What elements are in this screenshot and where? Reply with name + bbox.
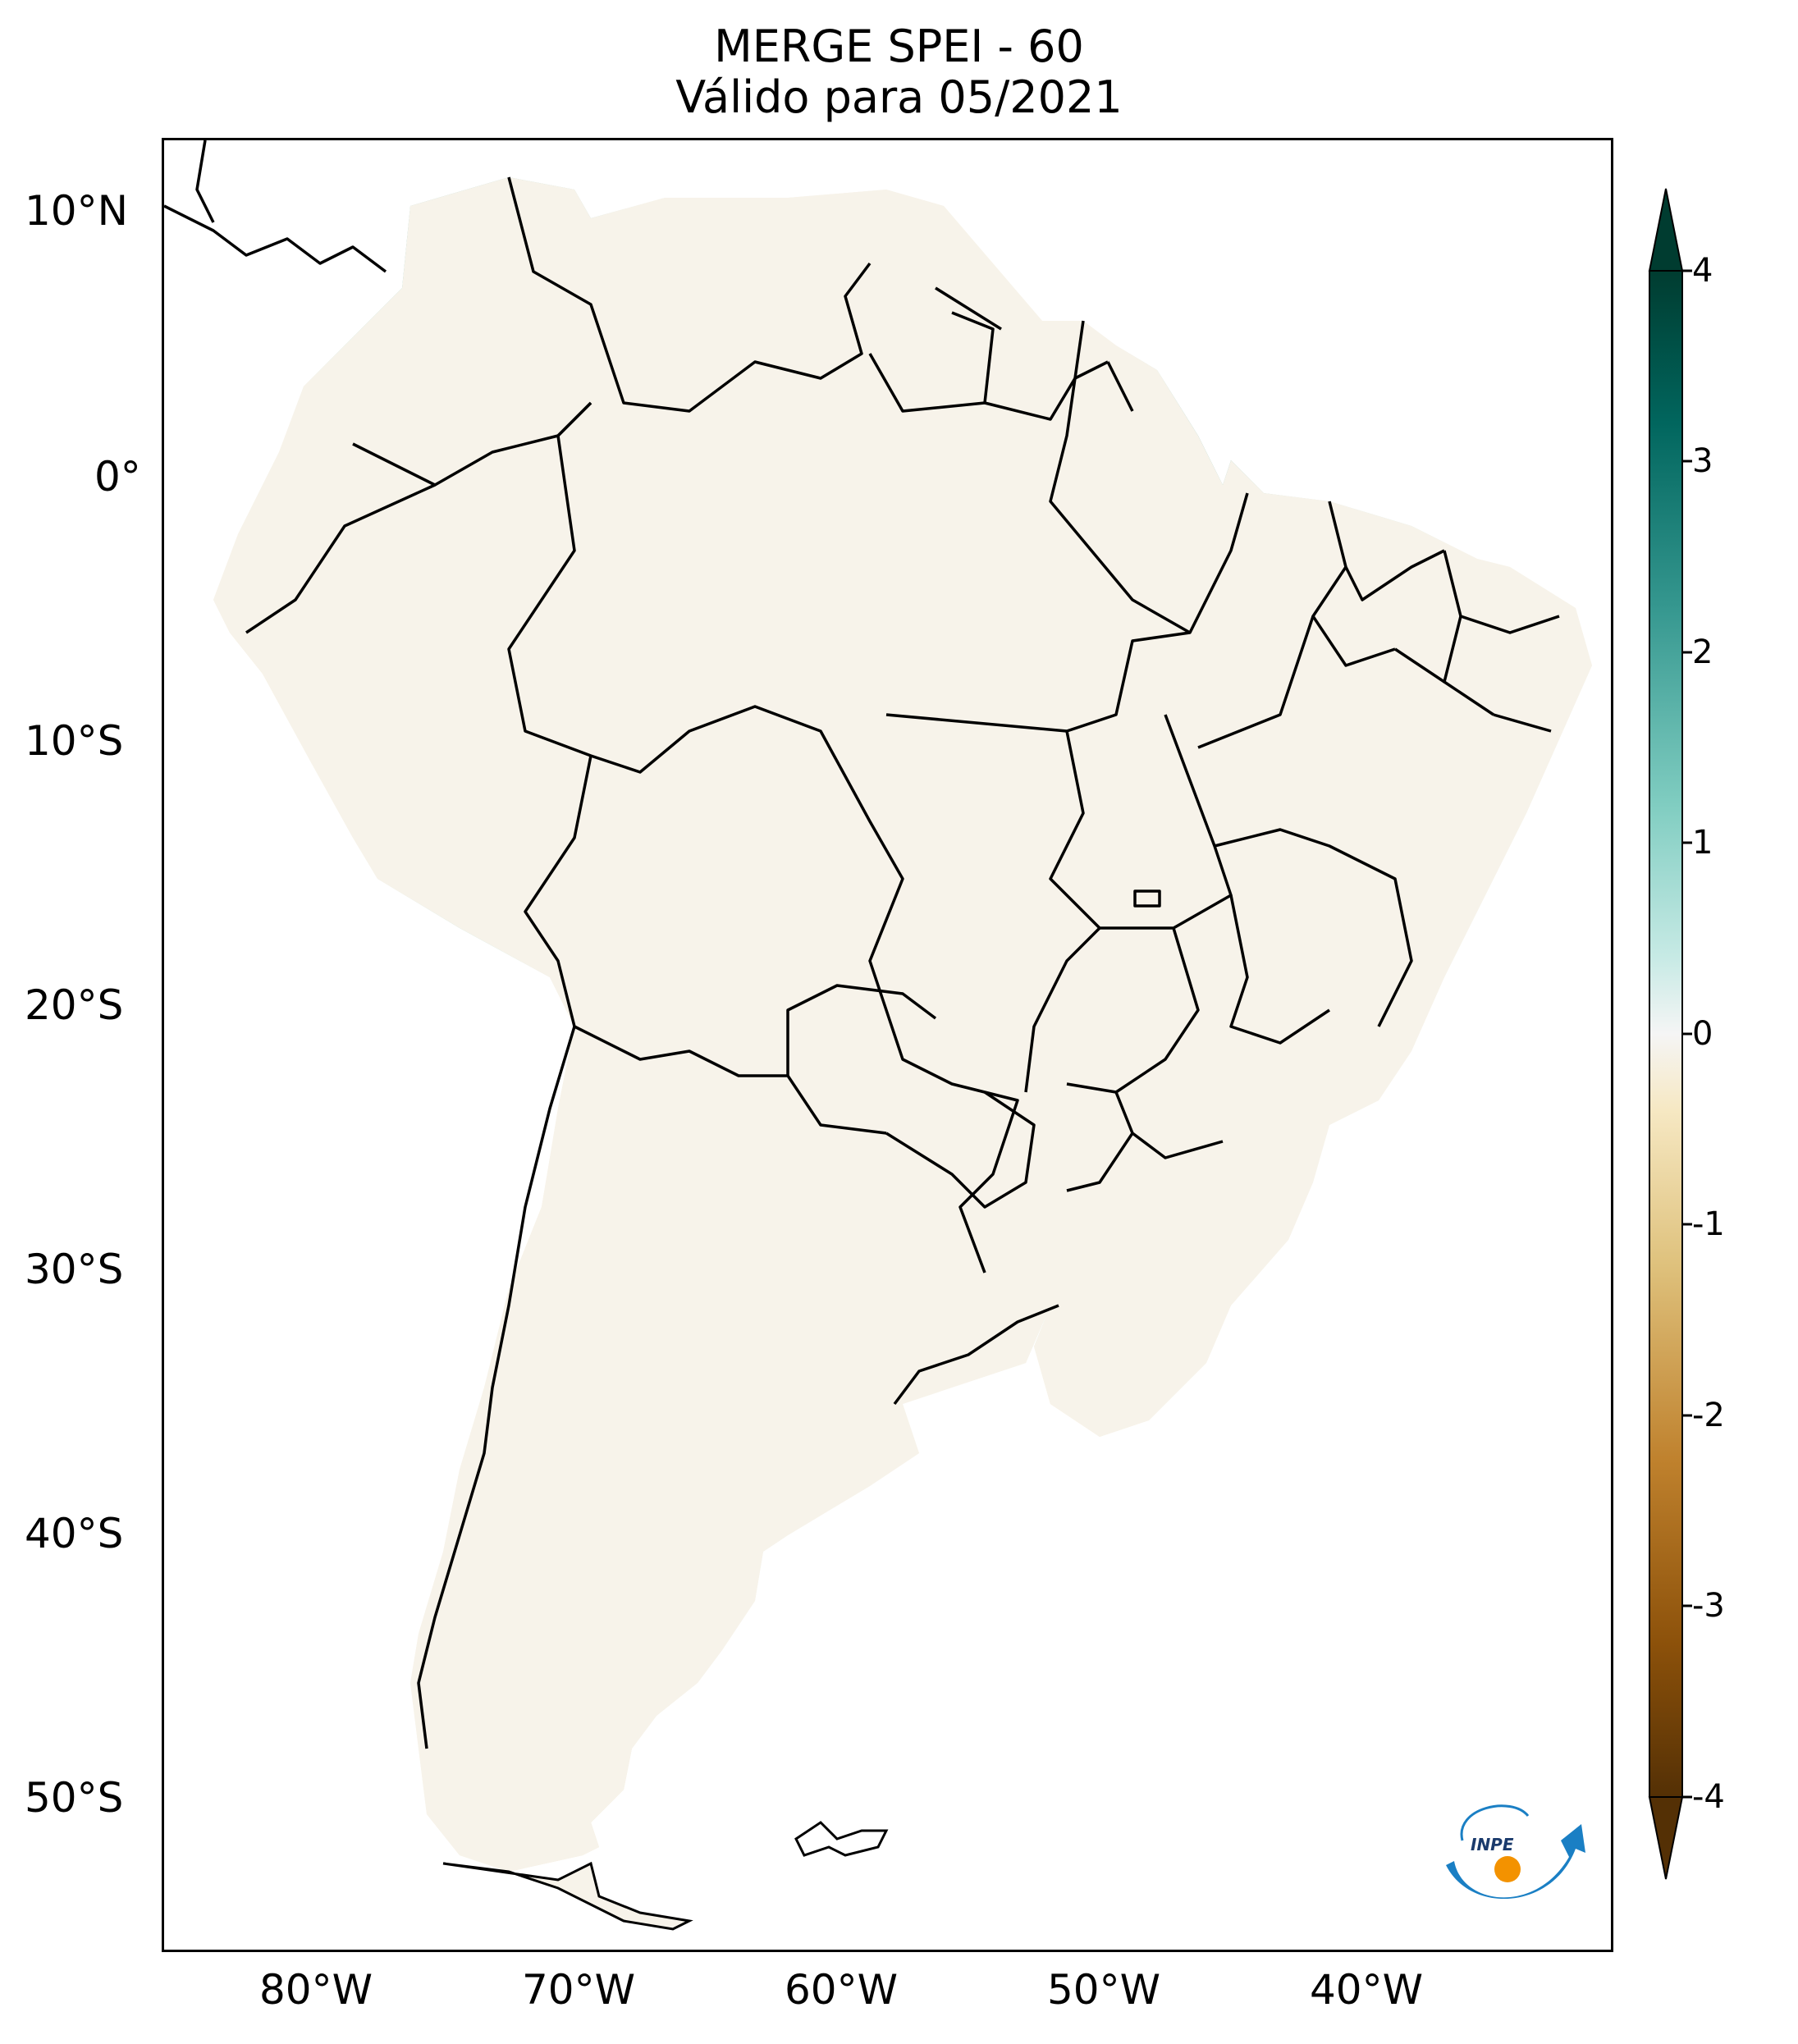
lon-tick-label: 70°W [521,1966,636,2014]
colorbar-tick-label: -1 [1692,1205,1725,1243]
guianas-border [868,353,1109,421]
logo-text: INPE [1471,1835,1514,1854]
colorbar-tick-label: 2 [1692,633,1713,671]
borders [164,140,1594,1873]
lat-tick-label: 50°S [25,1774,124,1822]
colorbar-body [1649,270,1683,1798]
colorbar-ticks [1682,269,1692,1799]
lon-tick-label: 60°W [784,1966,899,2014]
lat-tick-label: 40°S [25,1510,124,1557]
map-canvas [164,140,1594,1931]
inpe-logo-icon: INPE [1446,1804,1585,1900]
paraguay-border [885,1091,1036,1209]
falkland-islands [794,1821,889,1857]
colorbar-tick-label: 1 [1692,824,1713,862]
lon-tick-label: 50°W [1046,1966,1161,2014]
uruguay-border [893,1304,1059,1406]
colorbar-tick-label: -3 [1692,1587,1725,1625]
map-title: MERGE SPEI - 60 [714,21,1084,72]
brazil-west-border [507,401,1019,1273]
map-subtitle: Válido para 05/2021 [675,71,1123,123]
colorbar-top-arrow [1648,188,1684,272]
venezuela-border [507,176,872,413]
bolivia-border [524,755,887,1135]
colorbar-tick-label: 0 [1692,1015,1713,1053]
colorbar [1648,188,1692,1880]
colorbar-bottom-arrow [1648,1796,1684,1880]
lon-tick-label: 40°W [1309,1966,1424,2014]
colorbar-tick-label: -2 [1692,1397,1725,1434]
lat-tick-label: 10°S [25,717,124,765]
lat-tick-label: 30°S [25,1246,124,1293]
lat-tick-label: 20°S [25,981,124,1029]
peru-north-border [245,483,436,634]
colorbar-tick-label: 4 [1692,252,1713,290]
lat-tick-label: 10°N [25,187,129,235]
colorbar-tick-label: 3 [1692,442,1713,480]
lon-tick-label: 80°W [258,1966,373,2014]
colorbar-tick-label: -4 [1692,1778,1725,1816]
tierra-del-fuego [442,1861,693,1931]
central-america-border [164,204,387,273]
argentina-chile-border [417,1026,576,1749]
map-frame [162,138,1613,1952]
lat-tick-label: 0° [94,453,141,501]
